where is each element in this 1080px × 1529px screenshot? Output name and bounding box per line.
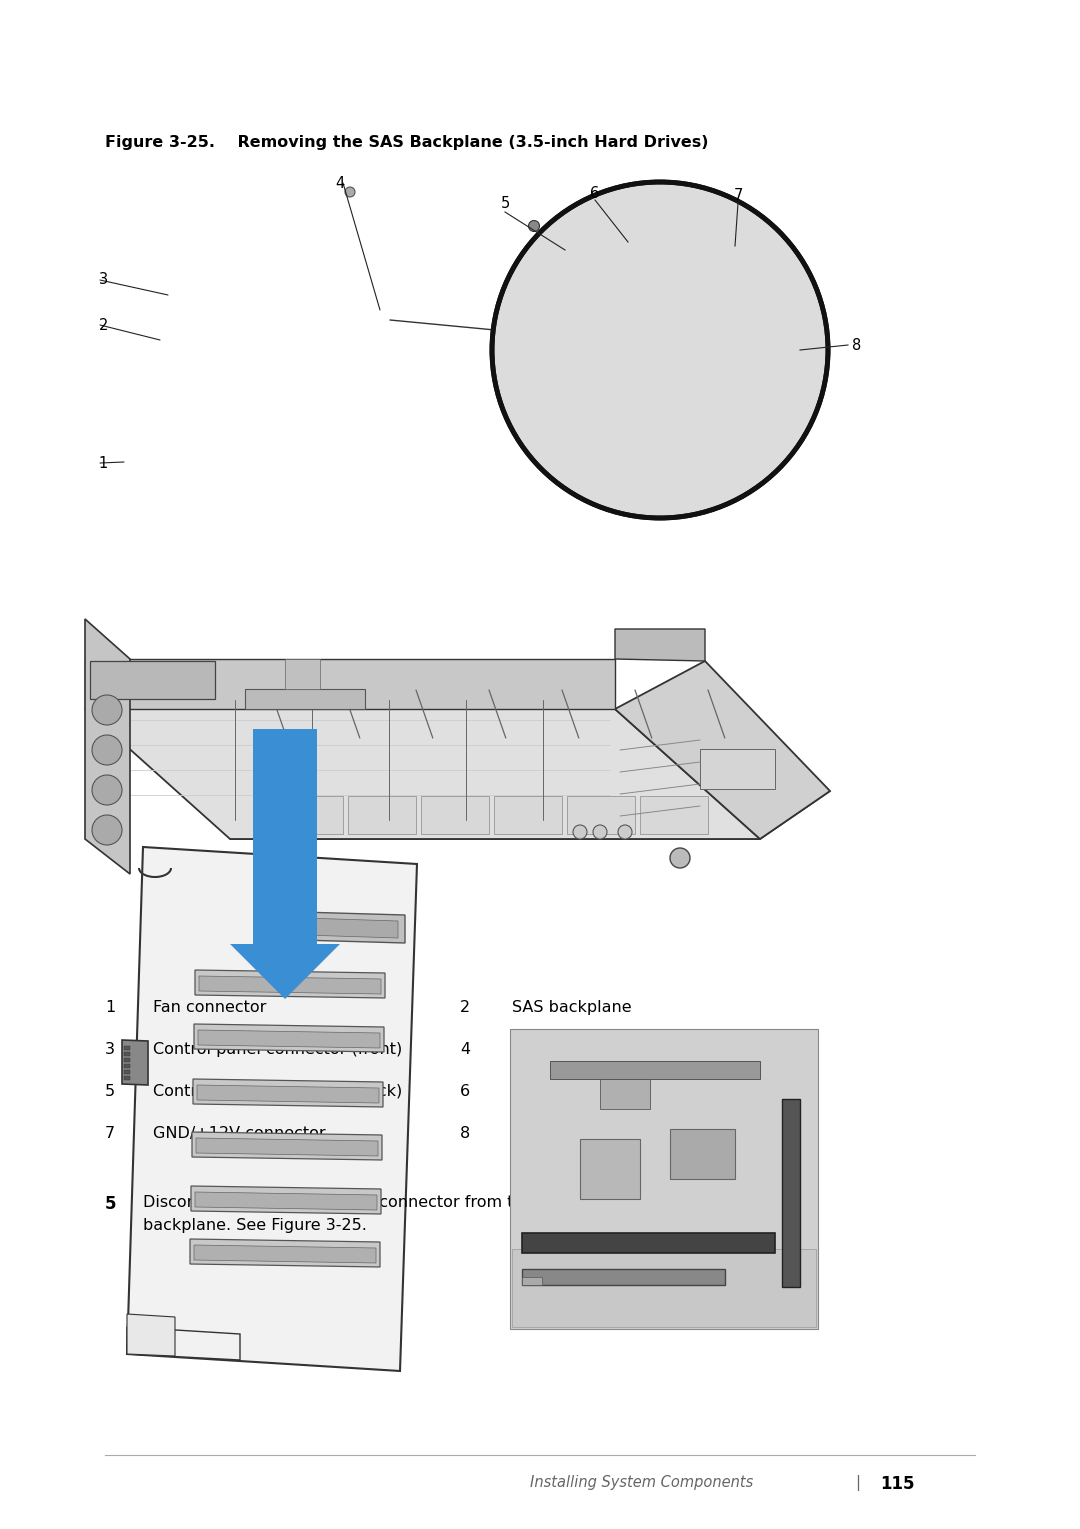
Circle shape <box>92 815 122 846</box>
Polygon shape <box>510 1029 818 1329</box>
Text: Control panel connector (front): Control panel connector (front) <box>153 1041 402 1057</box>
Polygon shape <box>421 797 489 833</box>
Polygon shape <box>567 797 635 833</box>
Polygon shape <box>124 1052 130 1057</box>
Polygon shape <box>782 1099 800 1287</box>
Circle shape <box>345 187 355 197</box>
Text: GND/+12V connector: GND/+12V connector <box>153 1125 326 1141</box>
Polygon shape <box>127 1313 175 1356</box>
Polygon shape <box>193 1079 383 1107</box>
Polygon shape <box>670 1128 735 1179</box>
Polygon shape <box>272 917 399 937</box>
Text: |: | <box>855 1475 860 1491</box>
Polygon shape <box>85 619 130 875</box>
Polygon shape <box>285 659 320 690</box>
Polygon shape <box>230 943 340 998</box>
Text: 4: 4 <box>335 176 345 191</box>
Polygon shape <box>199 976 381 994</box>
Text: 4: 4 <box>460 1041 470 1057</box>
Polygon shape <box>192 1131 382 1161</box>
Circle shape <box>92 735 122 764</box>
Polygon shape <box>195 1138 378 1156</box>
Circle shape <box>593 826 607 839</box>
Text: 5: 5 <box>105 1084 116 1099</box>
Text: 115: 115 <box>880 1475 915 1492</box>
Text: 7: 7 <box>733 188 743 202</box>
Polygon shape <box>275 797 343 833</box>
Circle shape <box>92 775 122 804</box>
Polygon shape <box>90 661 215 699</box>
Text: 8: 8 <box>460 1125 470 1141</box>
Polygon shape <box>198 1031 380 1047</box>
Polygon shape <box>700 749 775 789</box>
Circle shape <box>670 849 690 868</box>
Text: 3: 3 <box>99 272 108 287</box>
Polygon shape <box>615 628 705 661</box>
Text: 2: 2 <box>460 1000 470 1015</box>
Polygon shape <box>191 1187 381 1214</box>
Polygon shape <box>640 797 708 833</box>
Text: Disconnect the control panel connector from the front of the SAS
backplane. See : Disconnect the control panel connector f… <box>143 1196 665 1232</box>
Polygon shape <box>124 1064 130 1067</box>
Polygon shape <box>512 1249 816 1327</box>
Text: SAS B connector: SAS B connector <box>512 1125 645 1141</box>
Polygon shape <box>127 1327 240 1359</box>
Polygon shape <box>265 911 405 943</box>
Polygon shape <box>522 1269 725 1284</box>
Text: 6: 6 <box>591 185 599 200</box>
Circle shape <box>573 826 588 839</box>
Polygon shape <box>197 1086 379 1102</box>
Polygon shape <box>122 1040 148 1086</box>
Text: 7: 7 <box>105 1125 116 1141</box>
Polygon shape <box>124 1058 130 1063</box>
Circle shape <box>492 182 828 518</box>
Polygon shape <box>522 1232 775 1252</box>
Text: Control panel connector (back): Control panel connector (back) <box>153 1084 402 1099</box>
Polygon shape <box>195 969 384 998</box>
Text: Figure 3-25.    Removing the SAS Backplane (3.5-inch Hard Drives): Figure 3-25. Removing the SAS Backplane … <box>105 135 708 150</box>
Polygon shape <box>127 847 417 1372</box>
Polygon shape <box>348 797 416 833</box>
Text: 1: 1 <box>105 1000 116 1015</box>
Polygon shape <box>85 709 760 839</box>
Polygon shape <box>494 797 562 833</box>
Polygon shape <box>522 1277 542 1284</box>
Polygon shape <box>124 1076 130 1079</box>
Text: 8: 8 <box>852 338 861 353</box>
Polygon shape <box>124 1046 130 1050</box>
Text: SATA A connector: SATA A connector <box>512 1041 653 1057</box>
Polygon shape <box>85 659 615 709</box>
Text: 3: 3 <box>105 1041 114 1057</box>
Text: 5: 5 <box>500 197 510 211</box>
Text: 2: 2 <box>98 318 108 332</box>
Polygon shape <box>230 790 831 839</box>
Polygon shape <box>195 1193 377 1209</box>
Polygon shape <box>600 1079 650 1109</box>
Polygon shape <box>550 1061 760 1079</box>
Text: 5: 5 <box>105 1196 117 1212</box>
Text: 6: 6 <box>460 1084 470 1099</box>
Polygon shape <box>253 729 318 943</box>
Circle shape <box>618 826 632 839</box>
Text: SAS backplane: SAS backplane <box>512 1000 632 1015</box>
Polygon shape <box>190 1238 380 1268</box>
Polygon shape <box>580 1139 640 1199</box>
Circle shape <box>528 220 540 231</box>
Polygon shape <box>124 1070 130 1073</box>
Polygon shape <box>245 690 365 709</box>
Polygon shape <box>615 661 831 839</box>
Text: SAS A connector: SAS A connector <box>512 1084 645 1099</box>
Circle shape <box>92 696 122 725</box>
Polygon shape <box>194 1245 376 1263</box>
Text: Installing System Components: Installing System Components <box>530 1475 753 1489</box>
Polygon shape <box>194 1024 384 1052</box>
Text: 1: 1 <box>98 456 108 471</box>
Text: Fan connector: Fan connector <box>153 1000 267 1015</box>
